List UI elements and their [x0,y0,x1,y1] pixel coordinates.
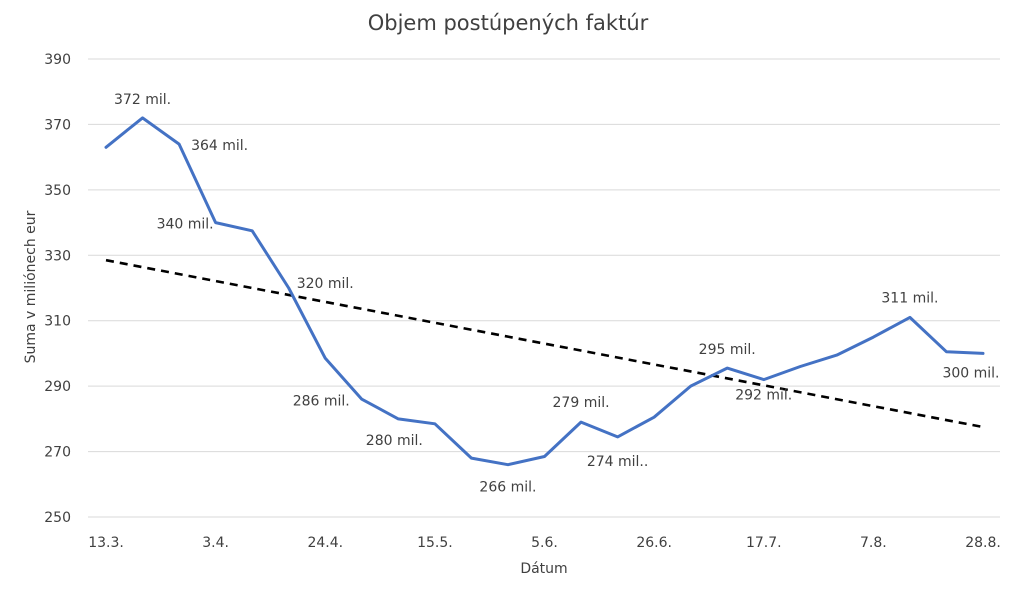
x-tick-label: 24.4. [307,535,343,551]
data-labels: 372 mil. 364 mil. 340 mil. 320 mil. 286 mil.… [114,92,1000,496]
data-label: 311 mil. [881,290,938,306]
data-label: 364 mil. [191,138,248,154]
data-label: 279 mil. [553,395,610,411]
data-label: 266 mil. [479,480,536,496]
y-tick-label: 290 [44,379,71,395]
y-tick-label: 270 [44,445,71,461]
data-label: 340 mil. [157,217,214,233]
x-tick-label: 7.8. [860,535,887,551]
series-line [104,116,985,467]
y-tick-label: 350 [44,183,71,199]
trendline [105,258,984,429]
x-tick-label: 28.8. [965,535,1001,551]
y-tick-label: 250 [44,510,71,526]
x-tick-label: 17.7. [746,535,782,551]
chart-title: Objem postúpených faktúr [368,11,649,35]
x-tick-label: 13.3. [88,535,124,551]
y-tick-label: 330 [44,248,71,264]
data-label: 300 mil. [942,365,999,381]
x-tick-label: 26.6. [636,535,672,551]
data-label: 286 mil. [293,393,350,409]
x-tick-label: 15.5. [417,535,453,551]
y-tick-label: 390 [44,52,71,68]
x-tick-label: 5.6. [531,535,558,551]
x-tick-labels: 13.3. 3.4. 24.4. 15.5. 5.6. 26.6. 17.7. 7.8. 28.… [88,535,1001,551]
y-tick-label: 370 [44,117,71,133]
data-label: 280 mil. [366,433,423,449]
x-axis-label: Dátum [520,561,567,577]
y-tick-labels: 250 270 290 310 330 350 370 390 [44,52,71,526]
data-label: 295 mil. [699,342,756,358]
data-label: 274 mil.. [587,454,649,470]
y-axis-label: Suma v miliónech eur [23,210,39,363]
grid-lines [88,58,1000,518]
data-label: 320 mil. [297,276,354,292]
trendline-layer [105,258,984,429]
data-label: 292 mil. [735,388,792,404]
series-layer [104,116,985,467]
y-tick-label: 310 [44,314,71,330]
x-tick-label: 3.4. [202,535,229,551]
data-label: 372 mil. [114,92,171,108]
